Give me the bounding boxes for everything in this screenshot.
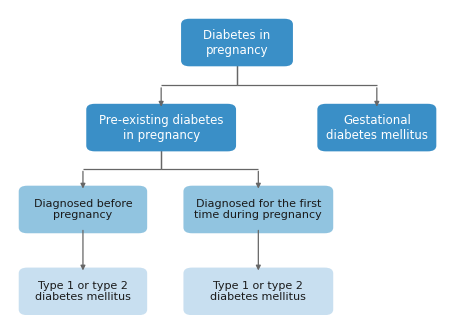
Text: Gestational
diabetes mellitus: Gestational diabetes mellitus bbox=[326, 114, 428, 141]
FancyBboxPatch shape bbox=[318, 104, 436, 152]
FancyBboxPatch shape bbox=[183, 268, 333, 315]
Text: Pre-existing diabetes
in pregnancy: Pre-existing diabetes in pregnancy bbox=[99, 114, 223, 141]
FancyBboxPatch shape bbox=[183, 186, 333, 233]
FancyBboxPatch shape bbox=[181, 19, 293, 66]
Text: Diagnosed before
pregnancy: Diagnosed before pregnancy bbox=[34, 199, 132, 220]
Text: Type 1 or type 2
diabetes mellitus: Type 1 or type 2 diabetes mellitus bbox=[35, 281, 131, 302]
FancyBboxPatch shape bbox=[18, 268, 147, 315]
Text: Diabetes in
pregnancy: Diabetes in pregnancy bbox=[203, 29, 271, 56]
FancyBboxPatch shape bbox=[18, 186, 147, 233]
Text: Diagnosed for the first
time during pregnancy: Diagnosed for the first time during preg… bbox=[194, 199, 322, 220]
FancyBboxPatch shape bbox=[86, 104, 236, 152]
Text: Type 1 or type 2
diabetes mellitus: Type 1 or type 2 diabetes mellitus bbox=[210, 281, 306, 302]
